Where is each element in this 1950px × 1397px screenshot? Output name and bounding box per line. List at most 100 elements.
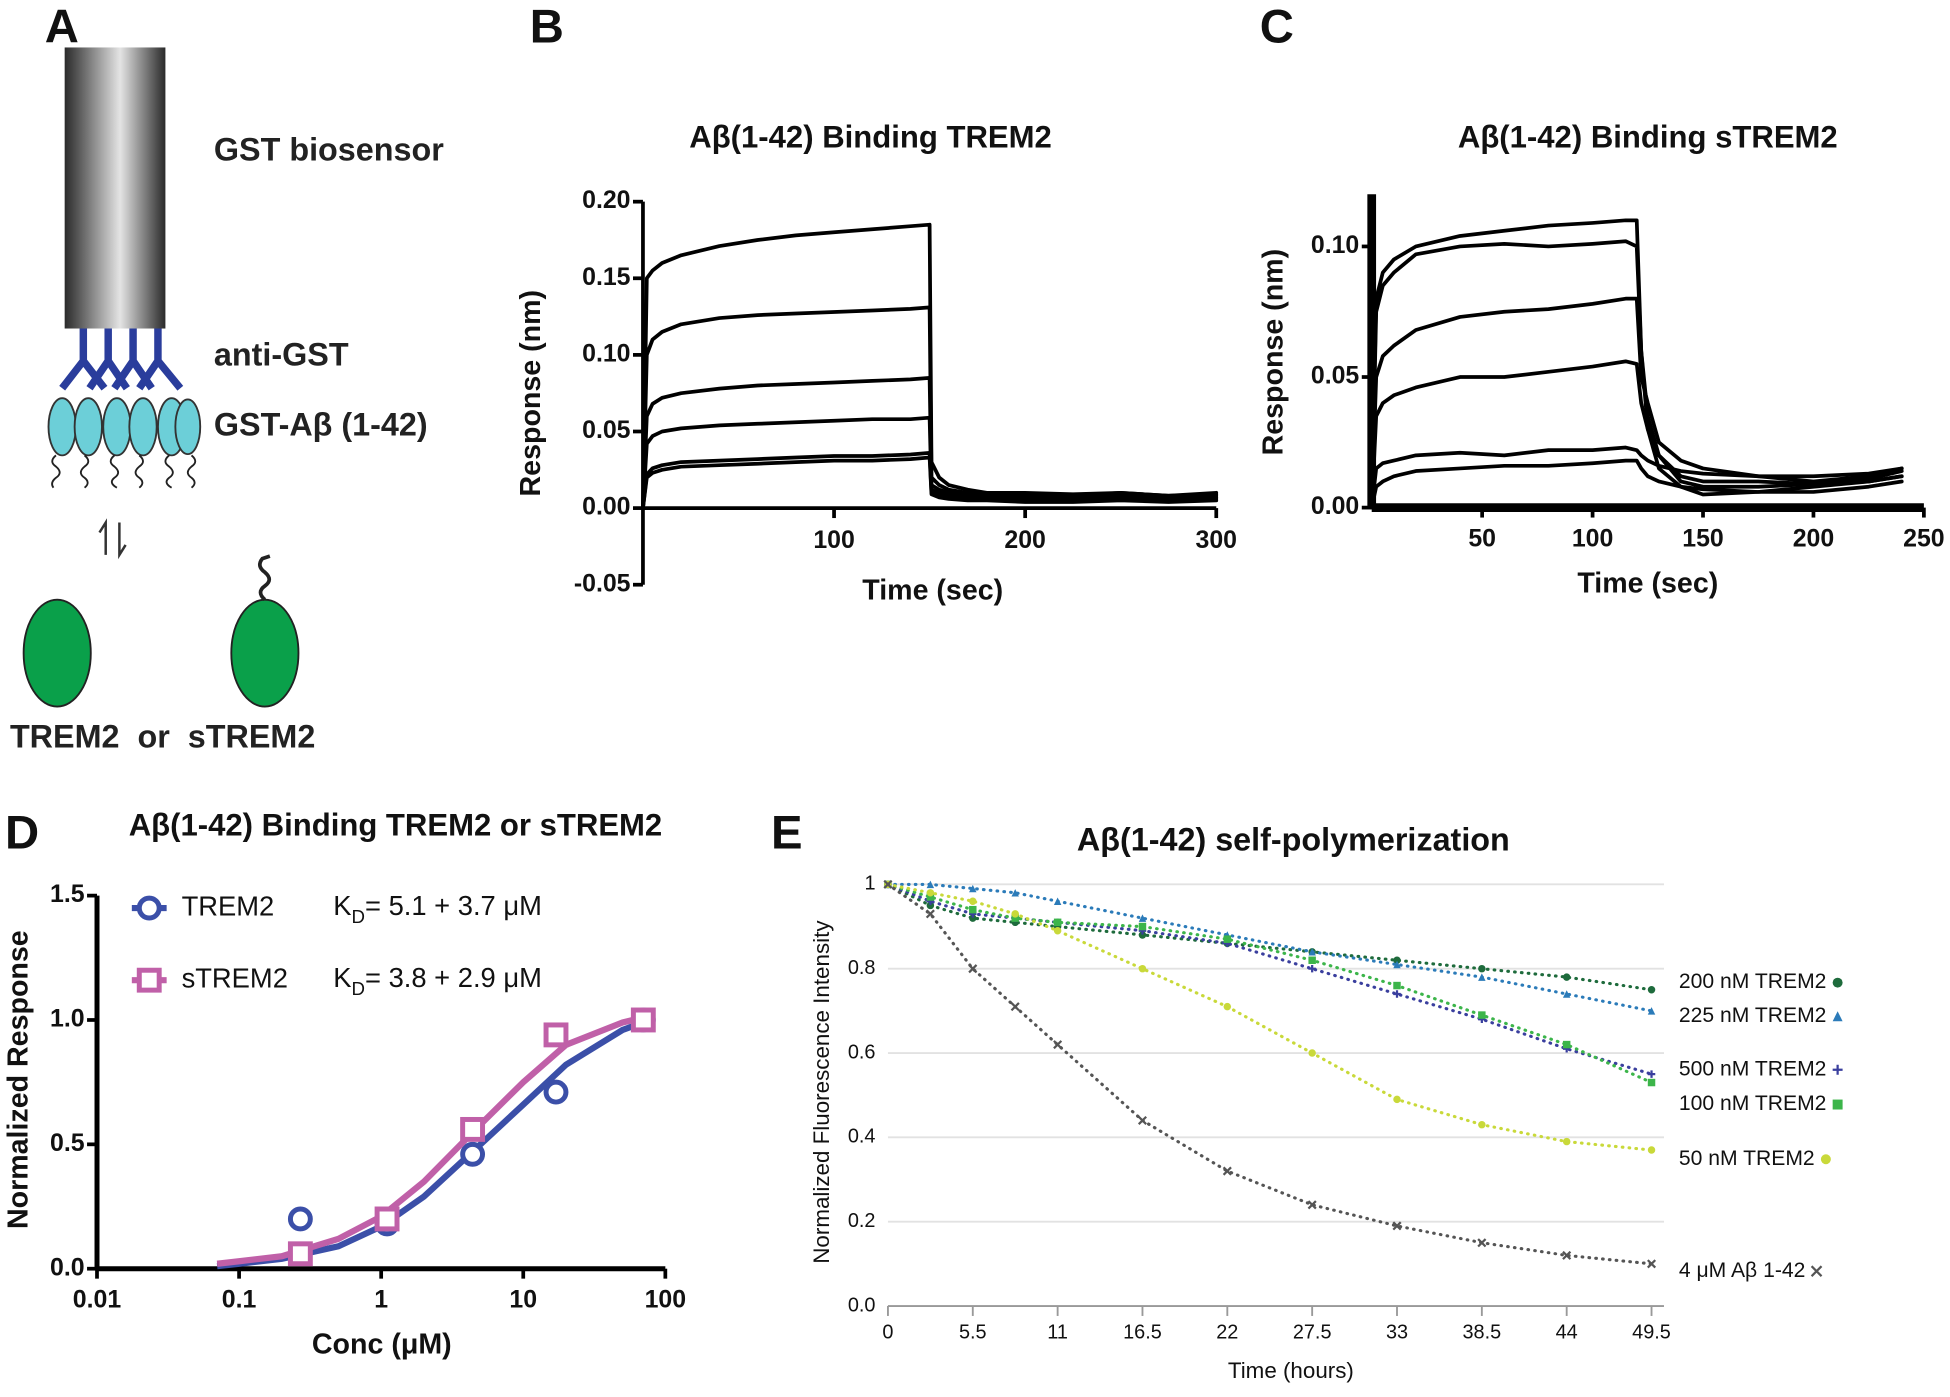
marker: [136, 895, 162, 921]
y-tick-label: 0.15: [582, 263, 631, 291]
marker: [1223, 1002, 1232, 1011]
diagram-a: GST biosensor anti-GST GST-Aβ (1-42) TRE…: [10, 47, 444, 754]
x-tick-label: 33: [1386, 1322, 1408, 1344]
legend-label: 200 nM TREM2: [1679, 970, 1827, 993]
equilibrium-arrows: [98, 518, 127, 560]
kd-part: D: [352, 906, 365, 927]
y-tick-label: 0.0: [50, 1253, 85, 1281]
y-tick-label: 0.0: [848, 1294, 876, 1316]
marker: [460, 1141, 486, 1167]
series-line: [886, 882, 1654, 1266]
marker: [926, 889, 935, 897]
x-axis-title: Time (sec): [862, 575, 1003, 607]
marker: [1308, 948, 1316, 956]
marker: [1053, 1040, 1063, 1050]
marker: [926, 901, 935, 910]
x-tick-label: 0.1: [222, 1286, 257, 1314]
series-line: [1369, 458, 1904, 510]
kd-part: = 5.1 + 3.7 μM: [365, 890, 542, 921]
y-tick-label: 1: [864, 873, 875, 895]
legend-marker: [1810, 1265, 1823, 1277]
legend-label: TREM2: [182, 890, 275, 921]
kd-part: D: [352, 978, 365, 999]
x-tick-label: 200: [1004, 526, 1045, 554]
legend-label: 500 nM TREM2: [1679, 1057, 1827, 1080]
sensor-label: GST biosensor: [214, 131, 444, 167]
biosensor-rod: [64, 47, 166, 329]
marker: [1392, 1221, 1402, 1231]
marker: [926, 893, 935, 901]
marker: [1393, 981, 1401, 990]
legend-label: 225 nM TREM2: [1679, 1004, 1827, 1027]
marker: [1647, 1007, 1656, 1015]
y-tick-label: 0.8: [848, 957, 876, 979]
x-tick-label: 150: [1682, 525, 1723, 553]
marker: [543, 1022, 569, 1048]
x-tick-label: 300: [1196, 526, 1237, 554]
chart-panel: Aβ(1-42) Binding TREM2 or sTREM2 Conc (μM…: [2, 807, 686, 1360]
marker: [1393, 960, 1401, 969]
kd-label: KD= 5.1 + 3.7 μM: [333, 890, 542, 927]
x-tick-label: 200: [1793, 525, 1834, 553]
ligand-label: GST-Aβ (1-42): [214, 406, 428, 442]
series-line: [886, 882, 1654, 1013]
x-tick-label: 49.5: [1632, 1322, 1671, 1344]
x-tick-label: 27.5: [1293, 1322, 1332, 1344]
kd-label: KD= 3.8 + 2.9 μM: [333, 962, 542, 999]
marker: [374, 1206, 400, 1232]
marker: [1010, 1002, 1020, 1012]
x-tick-label: 22: [1216, 1322, 1238, 1344]
series-line: [886, 882, 1654, 992]
marker: [1478, 1011, 1486, 1019]
analyte-label: TREM2 or sTREM2: [10, 718, 315, 754]
series-line: [886, 882, 1654, 1076]
chart-panel: Aβ(1-42) Binding sTREM2 Time (sec) Respons…: [1257, 120, 1944, 600]
y-tick-label: 0.10: [1311, 231, 1359, 259]
panel-letter: E: [771, 806, 803, 859]
chart-title: Aβ(1-42) Binding TREM2: [689, 120, 1052, 155]
marker: [1647, 1078, 1656, 1087]
strem2: [230, 598, 300, 708]
marker: [1308, 1049, 1316, 1057]
marker: [968, 964, 978, 974]
y-axis-title: Normalized Response: [2, 930, 34, 1229]
y-tick-label: 0.05: [582, 416, 631, 444]
marker: [1138, 964, 1147, 973]
x-axis-title: Time (sec): [1577, 567, 1718, 599]
marker: [1562, 973, 1571, 981]
kd-part: = 3.8 + 2.9 μM: [365, 962, 542, 993]
series-line: [1369, 296, 1904, 510]
x-tick-label: 0.01: [73, 1286, 122, 1314]
marker: [630, 1007, 656, 1033]
chart-title: Aβ(1-42) Binding TREM2 or sTREM2: [129, 807, 663, 842]
x-tick-label: 100: [813, 526, 854, 554]
chart-panel: Aβ(1-42) self-polymerization Time (hours)…: [809, 822, 1843, 1383]
marker: [1011, 889, 1019, 897]
x-tick-label: 100: [645, 1286, 686, 1314]
legend-label: sTREM2: [182, 962, 288, 993]
marker: [1138, 922, 1147, 931]
legend-marker: [1820, 1154, 1831, 1165]
marker: [1308, 964, 1316, 973]
x-tick-label: 50: [1468, 525, 1496, 553]
marker: [1393, 1095, 1401, 1104]
marker: [1393, 990, 1401, 998]
marker: [969, 897, 977, 905]
marker: [1647, 1070, 1656, 1078]
y-tick-label: 0.10: [582, 339, 630, 367]
panel-letters: A B C D E: [5, 1, 1294, 860]
marker: [883, 879, 893, 889]
y-tick-label: 0.20: [582, 186, 630, 214]
x-tick-label: 16.5: [1123, 1322, 1162, 1344]
marker: [1307, 1200, 1317, 1210]
marker: [1308, 956, 1316, 964]
marker: [136, 967, 162, 993]
marker: [925, 909, 935, 919]
y-axis-title: Response (nm): [1257, 249, 1289, 456]
marker: [1647, 1146, 1656, 1154]
y-tick-label: -0.05: [574, 569, 631, 597]
marker: [1053, 927, 1062, 935]
gst-abeta: [47, 397, 202, 457]
marker: [1477, 1238, 1487, 1248]
